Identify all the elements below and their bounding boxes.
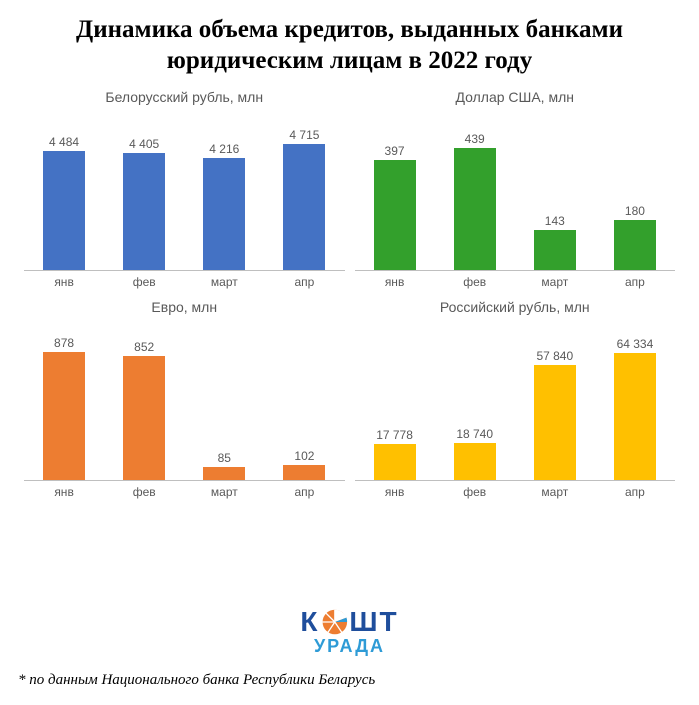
chart-title: Российский рубль, млн [355,299,676,315]
bar-value-label: 57 840 [536,349,573,363]
bar-rect [123,153,165,270]
bar-value-label: 180 [625,204,645,218]
x-axis-label: фев [123,485,165,499]
x-axis-label: март [203,485,245,499]
bar-rect [43,151,85,270]
x-axis-label: апр [283,275,325,289]
bar-rect [203,467,245,479]
chart-grid: Белорусский рубль, млн 4 484 4 405 4 216 4 7… [0,83,699,499]
x-axis: янв фев март апр [355,485,676,499]
chart-panel: Российский рубль, млн 17 778 18 740 57 840 6… [355,299,676,499]
x-axis-label: янв [43,485,85,499]
chart-title: Доллар США, млн [355,89,676,105]
x-axis: янв фев март апр [24,485,345,499]
bar-rect [123,356,165,480]
bar-value-label: 878 [54,336,74,350]
bar-column: 18 740 [454,321,496,480]
bar-value-label: 18 740 [456,427,493,441]
bar-value-label: 17 778 [376,428,413,442]
bar-column: 397 [374,111,416,270]
bar-rect [203,158,245,270]
bar-area: 4 484 4 405 4 216 4 715 [24,111,345,271]
chart-panel: Доллар США, млн 397 439 143 180 янв фев март апр [355,89,676,289]
bar-column: 180 [614,111,656,270]
bar-column: 439 [454,111,496,270]
bar-rect [43,352,85,480]
x-axis: янв фев март апр [355,275,676,289]
chart-title: Белорусский рубль, млн [24,89,345,105]
bar-value-label: 143 [545,214,565,228]
bar-value-label: 439 [465,132,485,146]
bar-value-label: 4 484 [49,135,79,149]
bar-rect [454,443,496,480]
x-axis-label: апр [614,485,656,499]
bar-rect [283,465,325,480]
logo-text-left: К [300,606,319,638]
x-axis-label: фев [123,275,165,289]
bar-column: 4 715 [283,111,325,270]
bar-column: 4 484 [43,111,85,270]
plot-area: 4 484 4 405 4 216 4 715 [24,111,345,271]
bar-value-label: 64 334 [617,337,654,351]
bar-column: 878 [43,321,85,480]
bar-column: 4 216 [203,111,245,270]
bar-value-label: 852 [134,340,154,354]
main-title: Динамика объема кредитов, выданных банка… [0,0,699,83]
x-axis-label: март [203,275,245,289]
chart-panel: Евро, млн 878 852 85 102 янв фев март апр [24,299,345,499]
bar-column: 85 [203,321,245,480]
bar-rect [374,444,416,479]
bar-column: 17 778 [374,321,416,480]
bar-area: 17 778 18 740 57 840 64 334 [355,321,676,481]
bar-column: 64 334 [614,321,656,480]
bar-value-label: 397 [385,144,405,158]
x-axis-label: янв [374,275,416,289]
x-axis-label: апр [614,275,656,289]
bar-value-label: 4 715 [289,128,319,142]
x-axis-label: янв [43,275,85,289]
plot-area: 397 439 143 180 [355,111,676,271]
bar-column: 102 [283,321,325,480]
chart-panel: Белорусский рубль, млн 4 484 4 405 4 216 4 7… [24,89,345,289]
bar-value-label: 85 [218,451,231,465]
logo-bottom-row: УРАДА [314,636,385,657]
x-axis-label: фев [454,485,496,499]
bar-rect [614,220,656,270]
plot-area: 878 852 85 102 [24,321,345,481]
x-axis-label: март [534,485,576,499]
bar-column: 143 [534,111,576,270]
bar-value-label: 102 [294,449,314,463]
bar-rect [534,230,576,269]
logo-text-right: ШТ [349,606,398,638]
bar-column: 57 840 [534,321,576,480]
bar-rect [534,365,576,479]
bar-rect [454,148,496,269]
bar-column: 852 [123,321,165,480]
x-axis-label: фев [454,275,496,289]
bar-area: 878 852 85 102 [24,321,345,481]
bar-rect [614,353,656,480]
bar-area: 397 439 143 180 [355,111,676,271]
x-axis-label: март [534,275,576,289]
brand-logo: К ШТ УРАДА [300,606,398,657]
logo-top-row: К ШТ [300,606,398,638]
bar-value-label: 4 216 [209,142,239,156]
pie-icon [320,608,348,636]
bar-column: 4 405 [123,111,165,270]
x-axis-label: апр [283,485,325,499]
x-axis: янв фев март апр [24,275,345,289]
bar-value-label: 4 405 [129,137,159,151]
bar-rect [374,160,416,270]
plot-area: 17 778 18 740 57 840 64 334 [355,321,676,481]
x-axis-label: янв [374,485,416,499]
chart-title: Евро, млн [24,299,345,315]
bar-rect [283,144,325,269]
footnote: * по данным Национального банка Республи… [18,672,375,689]
